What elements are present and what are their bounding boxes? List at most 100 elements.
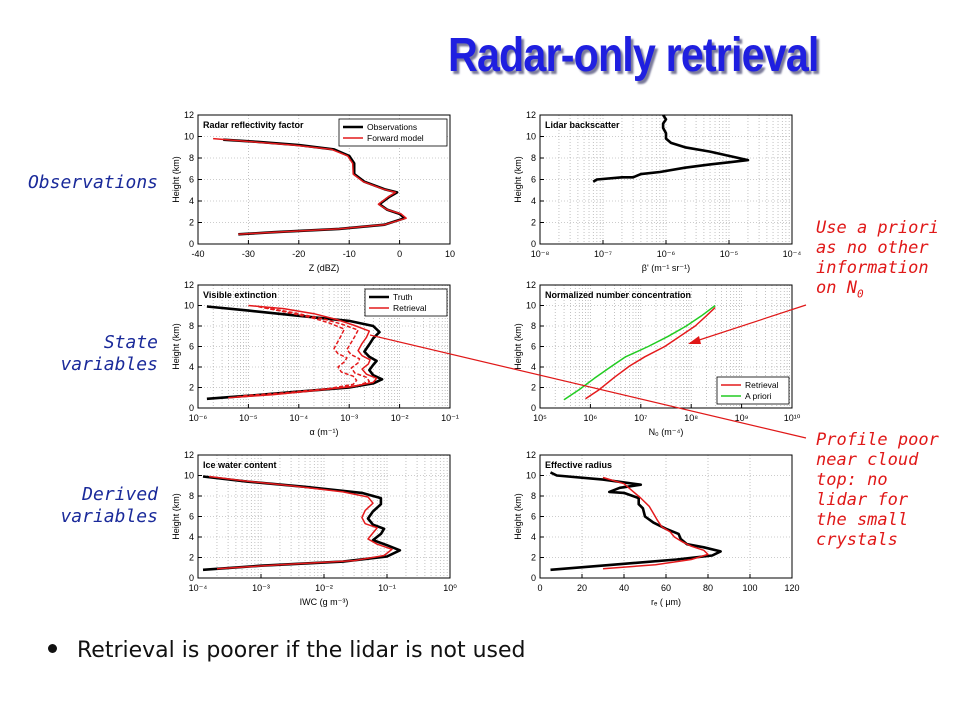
- legend-box: [364, 288, 448, 317]
- x-axis-label: IWC (g m⁻³): [300, 597, 349, 607]
- x-tick-label: 10⁵: [533, 413, 547, 423]
- slide-title: Radar-only retrieval: [448, 29, 819, 82]
- x-tick-label: -20: [292, 249, 305, 259]
- y-tick-label: 2: [531, 383, 536, 393]
- series-line: [202, 475, 402, 572]
- y-tick-label: 0: [531, 573, 536, 583]
- arrow-head-icon: [688, 336, 701, 344]
- note-line: near cloud: [816, 450, 919, 470]
- note-line: top: no: [816, 470, 888, 490]
- series-line: [592, 114, 750, 183]
- y-tick-label: 4: [189, 362, 194, 372]
- note-line: crystals: [816, 530, 898, 550]
- x-tick-label: 60: [661, 583, 671, 593]
- y-tick-label: 12: [526, 450, 536, 460]
- x-axis-label: rₑ ( μm): [651, 597, 681, 607]
- x-axis-label: Z (dBZ): [309, 263, 340, 273]
- y-tick-label: 8: [189, 153, 194, 163]
- x-axis-label: α (m⁻¹): [310, 427, 339, 437]
- chart-panel: 10⁻⁶ 10⁻⁵ 10⁻⁴ 10⁻³ 10⁻² 10⁻¹ 0 2 4 6 8 10 12 α (m⁻¹)…: [171, 280, 459, 437]
- legend-label: Forward model: [367, 133, 424, 143]
- row-label-observations: Observations: [27, 172, 158, 193]
- y-tick-label: 6: [189, 175, 194, 185]
- y-axis-label: Height (km): [513, 323, 523, 370]
- x-tick-label: 10⁻⁶: [657, 249, 676, 259]
- legend-label: Retrieval: [393, 303, 427, 313]
- legend-label: A priori: [745, 391, 772, 401]
- y-tick-label: 0: [531, 239, 536, 249]
- x-tick-label: 10⁹: [735, 413, 749, 423]
- chart-panel: 10⁻⁸ 10⁻⁷ 10⁻⁶ 10⁻⁵ 10⁻⁴ 0 2 4 6 8 10 12 β' (m⁻¹ sr⁻…: [513, 110, 801, 273]
- x-tick-label: 10⁻⁵: [239, 413, 258, 423]
- y-tick-label: 4: [189, 532, 194, 542]
- y-tick-label: 12: [184, 280, 194, 290]
- y-tick-label: 10: [184, 132, 194, 142]
- y-tick-label: 8: [531, 491, 536, 501]
- series-line: [209, 475, 393, 570]
- legend-label: Retrieval: [745, 380, 779, 390]
- chart-panel: 10⁻⁴ 10⁻³ 10⁻² 10⁻¹ 10⁰ 0 2 4 6 8 10 12 IWC (g m⁻³) H…: [171, 450, 457, 607]
- note-line: lidar for: [816, 490, 909, 510]
- y-tick-label: 4: [531, 196, 536, 206]
- x-tick-label: 10⁻¹: [441, 413, 459, 423]
- y-tick-label: 2: [531, 553, 536, 563]
- x-tick-label: -10: [343, 249, 356, 259]
- y-tick-label: 2: [189, 218, 194, 228]
- x-tick-label: 10⁰: [443, 583, 457, 593]
- y-tick-label: 6: [189, 512, 194, 522]
- row-label-state-variables: State variables: [60, 332, 158, 375]
- x-tick-label: 10⁻²: [391, 413, 409, 423]
- note-profile-poor: Profile poor near cloud top: no lidar fo…: [816, 430, 956, 550]
- x-tick-label: -30: [242, 249, 255, 259]
- chart-title: Radar reflectivity factor: [203, 120, 304, 130]
- x-axis-label: N₀ (m⁻⁴): [649, 427, 684, 437]
- series-line: [228, 304, 378, 399]
- x-tick-label: 10⁻⁸: [531, 249, 550, 259]
- x-tick-label: 10⁻³: [252, 583, 270, 593]
- series-line: [243, 305, 358, 397]
- x-tick-label: 10⁻²: [315, 583, 333, 593]
- y-tick-label: 10: [184, 471, 194, 481]
- x-tick-label: 10⁻¹: [378, 583, 396, 593]
- annotation-arrow-a-priori: [689, 304, 807, 344]
- x-axis-label: β' (m⁻¹ sr⁻¹): [642, 263, 690, 273]
- x-tick-label: 10⁻⁴: [189, 583, 208, 593]
- y-tick-label: 12: [526, 110, 536, 120]
- y-tick-label: 4: [531, 532, 536, 542]
- y-tick-label: 10: [526, 132, 536, 142]
- chart-title: Visible extinction: [203, 290, 277, 300]
- x-tick-label: 10⁷: [634, 413, 647, 423]
- y-axis-label: Height (km): [171, 156, 181, 203]
- x-tick-label: 0: [537, 583, 542, 593]
- x-tick-label: 10⁻³: [340, 413, 358, 423]
- x-tick-label: 10⁻⁷: [594, 249, 612, 259]
- y-tick-label: 10: [526, 471, 536, 481]
- series-line: [213, 137, 407, 236]
- note-line: the small: [816, 510, 909, 530]
- y-tick-label: 6: [531, 512, 536, 522]
- x-tick-label: 40: [619, 583, 629, 593]
- note-line: Use a priori: [816, 218, 939, 238]
- bullet-dot-icon: [48, 643, 57, 653]
- y-tick-label: 0: [531, 403, 536, 413]
- note-line: on N0: [816, 278, 864, 301]
- x-tick-label: 10⁶: [584, 413, 598, 423]
- x-tick-label: 100: [742, 583, 757, 593]
- note-line: as no other: [816, 238, 929, 258]
- chart-title: Normalized number concentration: [545, 290, 691, 300]
- y-tick-label: 2: [189, 553, 194, 563]
- row-label-derived-variables: Derived variables: [60, 484, 158, 527]
- chart-title: Ice water content: [203, 460, 277, 470]
- y-axis-label: Height (km): [171, 323, 181, 370]
- chart-panel: -40 -30 -20 -10 0 10 0 2 4 6 8 10 12 Z (dBZ) Height (k…: [171, 110, 455, 273]
- x-tick-label: 10: [445, 249, 455, 259]
- note-line: Profile poor: [816, 430, 939, 450]
- x-tick-label: 10⁸: [684, 413, 698, 423]
- y-tick-label: 8: [189, 321, 194, 331]
- x-tick-label: 10⁻⁶: [189, 413, 208, 423]
- bullet-point: Retrieval is poorer if the lidar is not …: [48, 638, 526, 663]
- y-axis-label: Height (km): [513, 493, 523, 540]
- legend-label: Truth: [393, 292, 413, 302]
- x-tick-label: 10⁻⁴: [783, 249, 802, 259]
